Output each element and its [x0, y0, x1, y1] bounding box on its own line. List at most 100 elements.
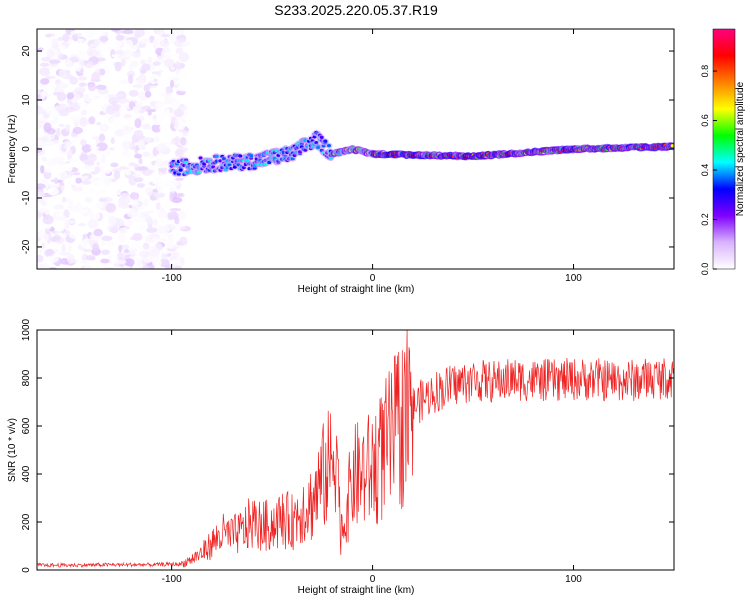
heatmap-cell — [90, 205, 96, 211]
spectrogram-x-axis-label: Height of straight line (km) — [298, 284, 415, 295]
heatmap-cell — [125, 219, 134, 226]
heatmap-cell — [179, 236, 188, 246]
heatmap-cell — [121, 29, 134, 35]
heatmap-cell — [115, 34, 125, 41]
heatmap-cell — [152, 61, 161, 67]
x-tick-label: 0 — [370, 273, 376, 284]
heatmap-cell — [40, 57, 51, 62]
heatmap-cell — [174, 149, 184, 157]
heatmap-cell — [175, 47, 184, 55]
heatmap-cell — [100, 258, 110, 264]
heatmap-cell — [84, 60, 89, 64]
heatmap-cell — [109, 254, 119, 259]
heatmap-cell — [158, 87, 167, 92]
colorbar-label: Normalized spectral amplitude — [735, 81, 746, 216]
heatmap-cell — [134, 177, 144, 183]
heatmap-cell — [41, 156, 47, 162]
heatmap-cell — [144, 38, 151, 42]
heatmap-cell — [146, 216, 153, 226]
heatmap-cell — [88, 116, 96, 125]
heatmap-cell — [141, 123, 151, 130]
heatmap-cell — [249, 154, 254, 158]
heatmap-cell — [76, 209, 89, 214]
heatmap-cell — [128, 90, 139, 97]
heatmap-cell — [178, 210, 187, 221]
heatmap-cell — [156, 258, 162, 267]
heatmap-cell — [69, 56, 80, 63]
heatmap-cell — [40, 164, 45, 174]
heatmap-cell — [323, 139, 328, 143]
x-tick-label: 100 — [565, 574, 582, 585]
heatmap-cell — [53, 156, 65, 164]
heatmap-cell — [46, 248, 54, 257]
heatmap-cell — [137, 139, 145, 150]
heatmap-cell — [81, 192, 91, 198]
heatmap-cell — [55, 79, 62, 84]
heatmap-cell — [59, 252, 71, 256]
heatmap-cell — [66, 254, 75, 264]
colorbar-ticks: 0.0 0.2 0.4 0.6 0.8 — [700, 65, 717, 275]
heatmap-cell — [99, 35, 109, 43]
heatmap-cell — [114, 61, 122, 72]
x-tick-label: 0 — [370, 574, 376, 585]
heatmap-cell — [53, 234, 61, 242]
heatmap-cell — [142, 105, 152, 110]
heatmap-cell — [171, 251, 181, 261]
heatmap-cell — [178, 52, 190, 63]
heatmap-cell — [156, 238, 168, 243]
heatmap-cell — [133, 129, 144, 140]
heatmap-cell — [91, 101, 99, 110]
heatmap-cell — [84, 196, 93, 203]
heatmap-cell — [177, 192, 185, 198]
heatmap-cell — [143, 84, 151, 93]
heatmap-cell — [79, 116, 88, 127]
heatmap-cell — [79, 260, 88, 265]
heatmap-cell — [37, 254, 44, 263]
heatmap-cell — [115, 44, 123, 50]
heatmap-cell — [93, 228, 103, 237]
heatmap-cell — [45, 158, 56, 167]
heatmap-cell — [142, 151, 151, 157]
heatmap-cell — [85, 29, 95, 38]
heatmap-cell — [66, 162, 73, 172]
heatmap-cell — [160, 92, 172, 97]
heatmap-cell — [153, 78, 158, 83]
heatmap-cell — [38, 208, 50, 214]
heatmap-cell — [67, 219, 76, 225]
x-tick-label: 100 — [565, 273, 582, 284]
heatmap-cell — [44, 167, 53, 173]
heatmap-cell — [40, 78, 50, 85]
snr-plot-frame — [36, 329, 675, 571]
heatmap-cell — [106, 150, 111, 156]
heatmap-cell — [179, 256, 185, 266]
heatmap-cell — [127, 247, 138, 252]
heatmap-cell — [39, 248, 44, 255]
colorbar-tick-label: 0.6 — [700, 114, 710, 127]
heatmap-cell — [132, 106, 141, 113]
heatmap-cell — [81, 175, 89, 180]
heatmap-cell — [93, 210, 100, 221]
heatmap-cell — [99, 68, 106, 76]
heatmap-cell — [70, 113, 83, 123]
heatmap-cell — [57, 45, 67, 50]
heatmap-cell — [144, 210, 154, 214]
heatmap-cell — [180, 136, 187, 146]
heatmap-cell — [78, 82, 87, 87]
heatmap-cell — [169, 208, 182, 212]
heatmap-cell — [165, 199, 173, 209]
y-tick-label: 0 — [21, 146, 32, 152]
y-tick-label: 10 — [21, 94, 32, 106]
heatmap-cell — [37, 183, 46, 190]
heatmap-cell — [124, 258, 135, 267]
heatmap-cell — [37, 47, 44, 52]
heatmap-cell — [167, 233, 174, 242]
heatmap-cell — [141, 63, 151, 72]
heatmap-cell — [63, 145, 71, 149]
heatmap-cell — [103, 176, 112, 186]
heatmap-cell — [138, 225, 145, 230]
heatmap-cell — [162, 47, 171, 54]
y-tick-label: 200 — [21, 513, 32, 530]
heatmap-cell — [109, 226, 117, 233]
